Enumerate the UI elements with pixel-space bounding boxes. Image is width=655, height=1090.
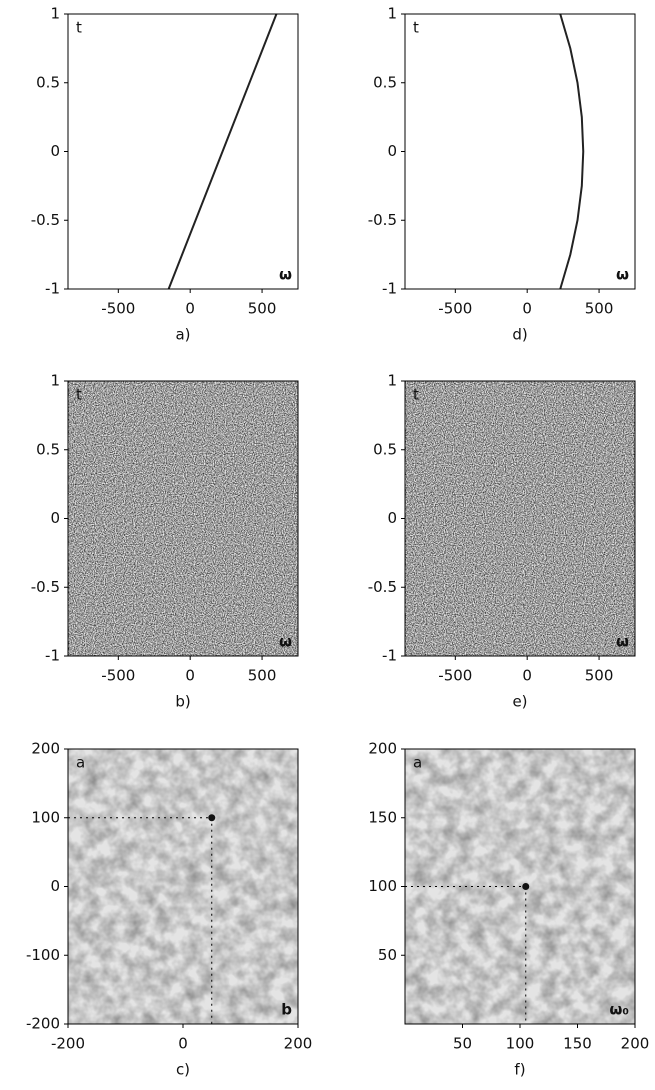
plot-background	[68, 14, 298, 289]
y-tick-label: 0	[50, 509, 60, 527]
corner-label: t	[76, 19, 82, 37]
x-tick-label: -500	[438, 667, 472, 685]
y-tick-label: 1	[50, 5, 60, 23]
y-tick-label: -0.5	[31, 211, 60, 229]
y-tick-label: 100	[368, 877, 397, 895]
x-tick-label: 150	[563, 1035, 592, 1053]
x-tick-label: -200	[51, 1035, 85, 1053]
corner-label: ω	[616, 266, 629, 284]
y-tick-label: 0.5	[373, 440, 397, 458]
y-tick-label: -0.5	[368, 211, 397, 229]
y-tick-label: 0.5	[373, 73, 397, 91]
x-tick-label: -500	[438, 300, 472, 318]
x-tick-label: 0	[185, 300, 195, 318]
panel-caption: f)	[514, 1061, 525, 1079]
y-tick-label: -100	[26, 946, 60, 964]
image-texture	[68, 381, 298, 656]
y-tick-label: 0	[50, 877, 60, 895]
x-tick-label: 500	[248, 667, 277, 685]
corner-label: ω	[616, 633, 629, 651]
x-tick-label: 100	[506, 1035, 535, 1053]
panel-caption: d)	[512, 326, 527, 344]
x-tick-label: 200	[621, 1035, 650, 1053]
panel-caption: c)	[176, 1061, 190, 1079]
y-tick-label: 50	[378, 946, 397, 964]
y-tick-label: 150	[368, 808, 397, 826]
corner-label: a	[76, 754, 85, 772]
image-texture	[68, 749, 298, 1024]
y-tick-label: -1	[382, 647, 397, 665]
panel-caption: b)	[175, 693, 190, 711]
y-tick-label: 0.5	[36, 440, 60, 458]
y-tick-label: -200	[26, 1015, 60, 1033]
x-tick-label: 0	[185, 667, 195, 685]
y-tick-label: 1	[387, 5, 397, 23]
y-tick-label: 200	[368, 740, 397, 758]
plot-background	[405, 14, 635, 289]
data-line	[167, 13, 278, 290]
corner-label: b	[281, 1001, 292, 1019]
image-texture	[405, 381, 635, 656]
y-tick-label: -0.5	[31, 578, 60, 596]
y-tick-label: 0.5	[36, 73, 60, 91]
y-tick-label: -1	[45, 280, 60, 298]
y-tick-label: -1	[45, 647, 60, 665]
panel-caption: a)	[175, 326, 190, 344]
corner-label: ω	[279, 266, 292, 284]
x-tick-label: 500	[248, 300, 277, 318]
panel-caption: e)	[512, 693, 527, 711]
corner-label: t	[413, 19, 419, 37]
x-tick-label: 200	[284, 1035, 313, 1053]
y-tick-label: -1	[382, 280, 397, 298]
corner-label: t	[76, 386, 82, 404]
x-tick-label: -500	[101, 300, 135, 318]
peak	[522, 883, 530, 890]
x-tick-label: 0	[522, 300, 532, 318]
x-tick-label: 500	[585, 300, 614, 318]
y-tick-label: 1	[387, 372, 397, 390]
y-tick-label: 1	[50, 372, 60, 390]
x-tick-label: 500	[585, 667, 614, 685]
peak	[208, 814, 216, 822]
x-tick-label: 0	[178, 1035, 188, 1053]
y-tick-label: 0	[387, 509, 397, 527]
y-tick-label: 0	[387, 142, 397, 160]
x-tick-label: -500	[101, 667, 135, 685]
y-tick-label: -0.5	[368, 578, 397, 596]
y-tick-label: 0	[50, 142, 60, 160]
x-tick-label: 50	[453, 1035, 472, 1053]
y-tick-label: 200	[31, 740, 60, 758]
y-tick-label: 100	[31, 808, 60, 826]
corner-label: t	[413, 386, 419, 404]
corner-label: a	[413, 754, 422, 772]
data-line	[559, 13, 585, 290]
corner-label: ω₀	[609, 1001, 629, 1019]
corner-label: ω	[279, 633, 292, 651]
x-tick-label: 0	[522, 667, 532, 685]
